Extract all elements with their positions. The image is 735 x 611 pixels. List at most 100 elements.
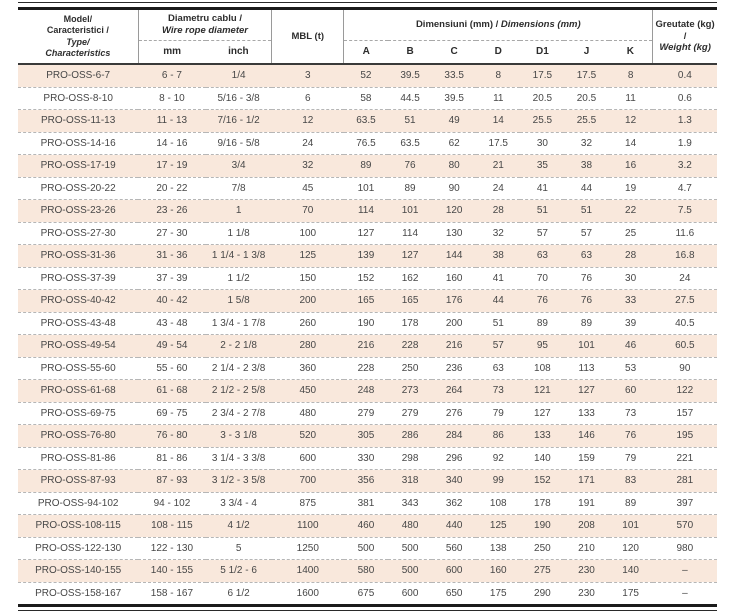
cell-inch: 3/4 [205,154,272,177]
cell-inch: 9/16 - 5/8 [205,131,272,155]
cell-inch: 5/16 - 3/8 [205,86,272,110]
cell-dim-k: 28 [608,244,653,267]
table-row: PRO-OSS-23-26 23 - 26 1 70 114 101 120 28 51 51 22… [18,199,717,222]
cell-dim-c: 340 [432,469,477,492]
cell-inch: 6 1/2 [205,581,272,606]
cell-dim-d: 38 [476,244,521,267]
cell-mbl: 1100 [271,514,344,537]
cell-dim-d1: 275 [520,559,565,582]
col-header-dim-a: A [362,45,370,57]
cell-dim-j: 63 [564,244,609,267]
table-body: PRO-OSS-6-7 6 - 7 1/4 3 52 39.5 33.5 8 17.5 17.5 8… [18,64,717,606]
col-header-dim-d1: D1 [535,45,549,57]
cell-dim-b: 165 [388,289,433,312]
cell-dim-d: 138 [476,536,521,560]
cell-dim-d: 73 [476,379,521,402]
cell-inch: 3 3/4 - 4 [205,491,272,515]
cell-model: PRO-OSS-69-75 [18,401,139,425]
cell-dim-d: 44 [476,289,521,312]
cell-dim-j: 210 [564,536,609,560]
cell-mm: 37 - 39 [138,266,206,290]
cell-weight: 1.9 [652,131,717,155]
cell-dim-j: 171 [564,469,609,492]
table-row: PRO-OSS-31-36 31 - 36 1 1/4 - 1 3/8 125 139 1… [18,244,717,267]
cell-model: PRO-OSS-6-7 [46,70,111,82]
cell-dim-d: 28 [476,199,521,222]
diameter-title-ro: Diametru cablu / [168,13,242,25]
cell-dim-b: 114 [388,221,433,245]
table-row: PRO-OSS-94-102 94 - 102 3 3/4 - 4 875 381 343… [18,491,717,515]
cell-model: PRO-OSS-140-155 [18,559,139,582]
cell-mbl: 100 [271,221,344,245]
cell-dim-b: 279 [388,401,433,425]
cell-dim-b: 162 [388,266,433,290]
cell-dim-j: 159 [564,446,609,470]
cell-weight: 0.4 [677,70,692,82]
cell-mm: 122 - 130 [138,536,206,560]
cell-mbl: 125 [271,244,344,267]
cell-inch: 2 1/2 - 2 5/8 [205,379,272,402]
table-row: PRO-OSS-6-7 6 - 7 1/4 3 52 39.5 33.5 8 17.5 17.5 8… [18,64,717,87]
cell-dim-k: 16 [608,154,653,177]
table-row: PRO-OSS-14-16 14 - 16 9/16 - 5/8 24 76.5 63.5… [18,131,717,155]
cell-model: PRO-OSS-76-80 [18,424,139,447]
cell-dim-d: 21 [476,154,521,177]
cell-dim-c: 440 [432,514,477,537]
cell-mbl: 70 [271,199,344,222]
cell-dim-d1: 121 [520,379,565,402]
cell-mm: 43 - 48 [138,311,206,335]
spec-table: Model/ Caracteristici / Type/ Characteri… [18,7,717,607]
cell-dim-c: 296 [432,446,477,470]
cell-dim-a: 89 [343,154,388,177]
cell-dim-d1: 95 [520,334,565,357]
cell-dim-d1: 20.5 [520,86,565,110]
cell-dim-b: 500 [388,559,433,582]
cell-inch: 3 1/4 - 3 3/8 [205,446,272,470]
cell-weight: 4.7 [652,176,717,200]
cell-mbl: 1250 [271,536,344,560]
dimensions-title-ro: Dimensiuni (mm) / [415,19,499,31]
cell-dim-a: 52 [360,70,372,82]
cell-dim-d: 57 [476,334,521,357]
cell-dim-d1: 127 [520,401,565,425]
cell-dim-j: 32 [564,131,609,155]
cell-dim-d: 41 [476,266,521,290]
cell-dim-c: 276 [432,401,477,425]
cell-inch: 2 - 2 1/8 [205,334,272,357]
cell-inch: 5 1/2 - 6 [205,559,272,582]
cell-mbl: 280 [271,334,344,357]
col-group-dimensions: Dimensiuni (mm) / Dimensions (mm) [343,8,653,41]
weight-title-ro: Greutate (kg) / [655,18,715,42]
cell-weight: 122 [652,379,717,402]
cell-dim-c: 130 [432,221,477,245]
model-header-line: Model/ [63,14,93,24]
cell-dim-j: 57 [564,221,609,245]
cell-dim-b: 250 [388,356,433,380]
cell-mm: 87 - 93 [138,469,206,492]
cell-dim-d: 32 [476,221,521,245]
table-header: Model/ Caracteristici / Type/ Characteri… [18,8,717,64]
cell-dim-j: 113 [564,356,609,380]
cell-dim-a: 139 [343,244,388,267]
weight-title-en: Weight (kg) [659,42,711,54]
cell-model: PRO-OSS-43-48 [18,311,139,335]
cell-model: PRO-OSS-61-68 [18,379,139,402]
cell-weight: 27.5 [652,289,717,312]
cell-dim-j: 191 [564,491,609,515]
cell-weight: 570 [652,514,717,537]
cell-mbl: 520 [271,424,344,447]
cell-inch: 5 [205,536,272,560]
cell-mm: 27 - 30 [138,221,206,245]
cell-mm: 11 - 13 [138,109,206,132]
cell-inch: 2 3/4 - 2 7/8 [205,401,272,425]
cell-dim-b: 343 [388,491,433,515]
cell-dim-a: 500 [343,536,388,560]
cell-model: PRO-OSS-81-86 [18,446,139,470]
header-group-row: Model/ Caracteristici / Type/ Characteri… [18,8,717,64]
col-header-weight: Greutate (kg) / Weight (kg) [652,8,717,64]
cell-dim-a: 248 [343,379,388,402]
cell-dim-d: 24 [476,176,521,200]
cell-dim-k: 11 [608,86,653,110]
cell-weight: 0.6 [652,86,717,110]
cell-mbl: 480 [271,401,344,425]
